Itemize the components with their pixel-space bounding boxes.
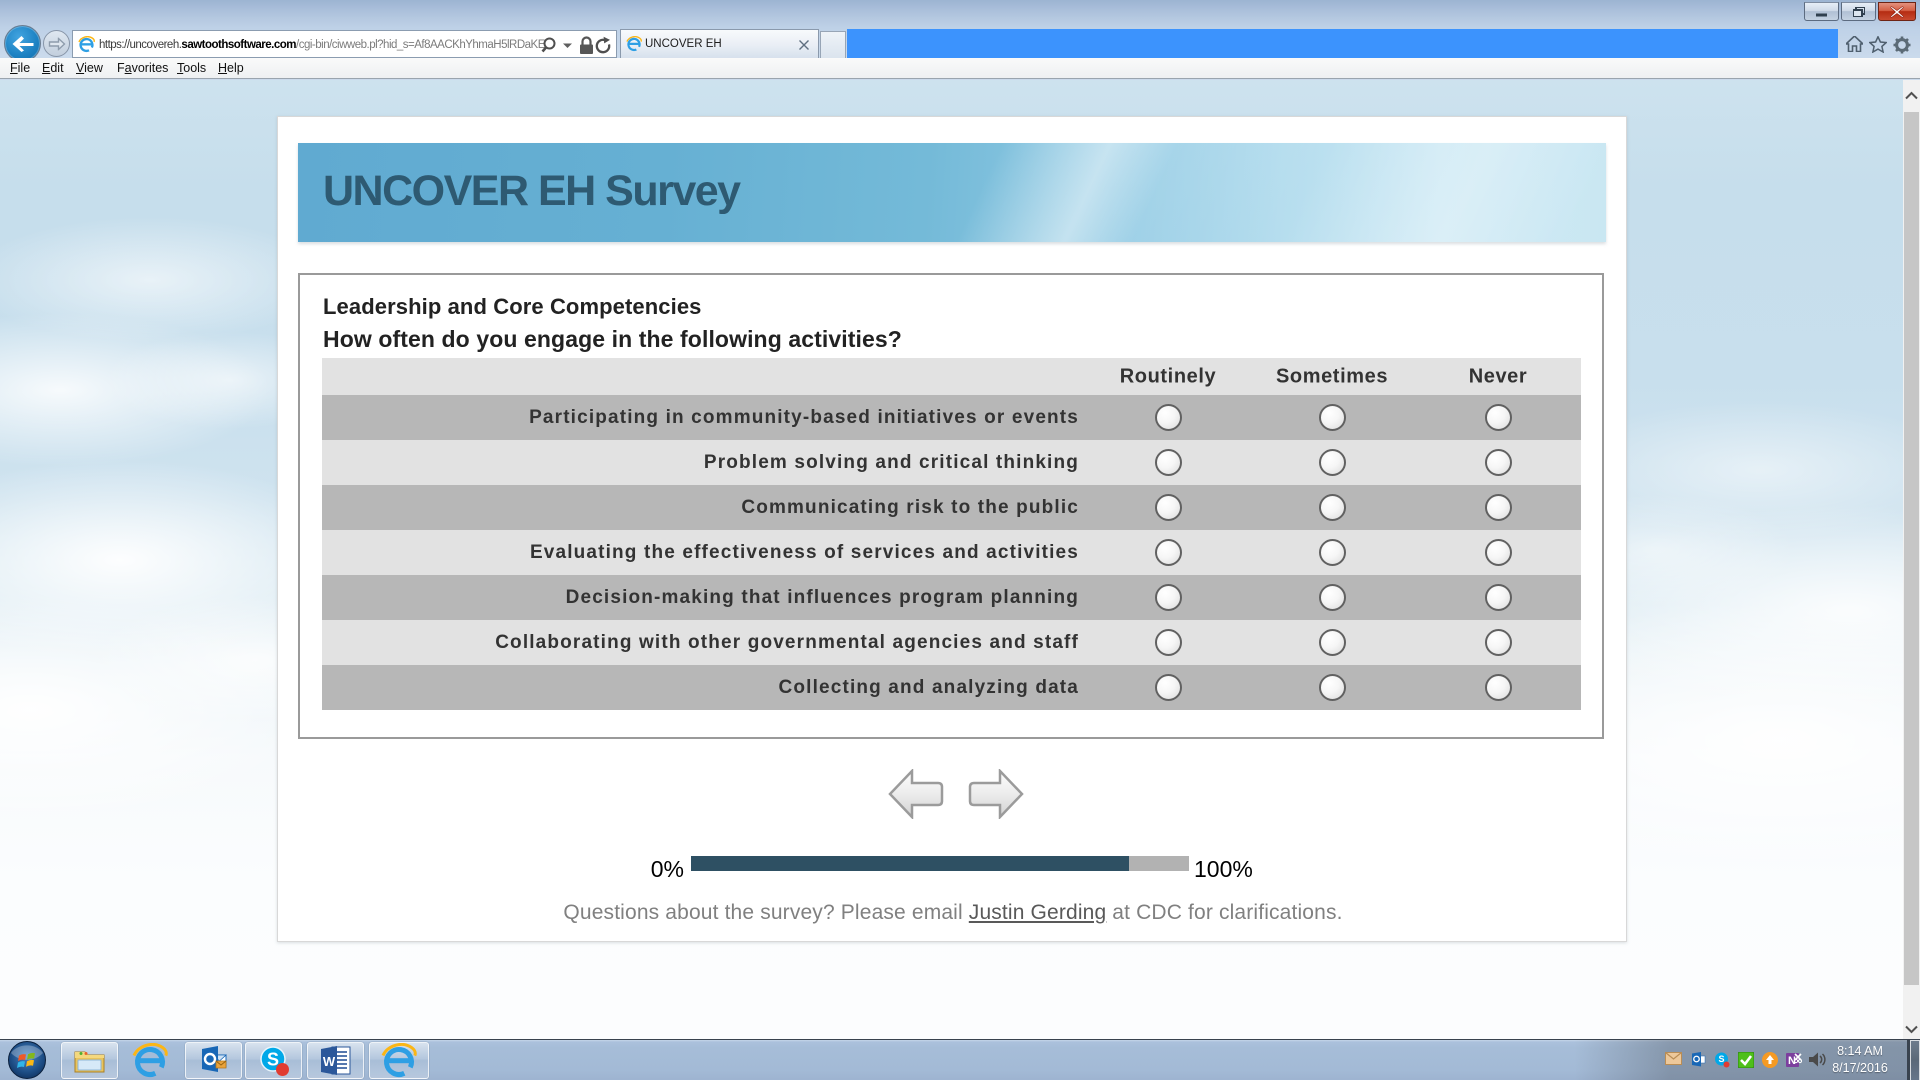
svg-text:S: S bbox=[266, 1049, 278, 1069]
svg-text:W: W bbox=[322, 1054, 335, 1069]
svg-text:S: S bbox=[1718, 1054, 1724, 1064]
svg-text:N: N bbox=[1788, 1055, 1796, 1067]
